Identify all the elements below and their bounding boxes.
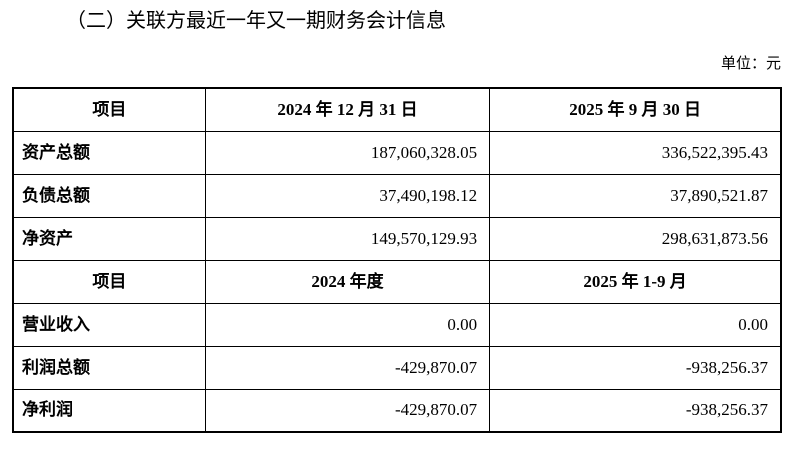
row-label: 负债总额 [12, 173, 206, 218]
value-cell: 0.00 [489, 302, 782, 347]
value-cell: -429,870.07 [204, 388, 491, 433]
row-label: 资产总额 [12, 130, 206, 175]
header-cell: 项目 [12, 259, 206, 304]
row-label: 营业收入 [12, 302, 206, 347]
value-cell: 37,890,521.87 [489, 173, 782, 218]
header-cell: 2024 年 12 月 31 日 [204, 87, 491, 132]
section-title: （二）关联方最近一年又一期财务会计信息 [66, 10, 446, 32]
header-cell: 项目 [12, 87, 206, 132]
table-row: 资产总额 187,060,328.05 336,522,395.43 [12, 130, 782, 175]
value-cell: 149,570,129.93 [204, 216, 491, 261]
table-row: 营业收入 0.00 0.00 [12, 302, 782, 347]
value-cell: 336,522,395.43 [489, 130, 782, 175]
table-row: 利润总额 -429,870.07 -938,256.37 [12, 345, 782, 390]
header-cell: 2025 年 1-9 月 [489, 259, 782, 304]
value-cell: -429,870.07 [204, 345, 491, 390]
row-label: 净利润 [12, 388, 206, 433]
row-label: 净资产 [12, 216, 206, 261]
table-row: 负债总额 37,490,198.12 37,890,521.87 [12, 173, 782, 218]
financial-table: 项目 2024 年 12 月 31 日 2025 年 9 月 30 日 资产总额… [12, 87, 782, 433]
value-cell: 0.00 [204, 302, 491, 347]
header-cell: 2025 年 9 月 30 日 [489, 87, 782, 132]
table-header-row: 项目 2024 年度 2025 年 1-9 月 [12, 259, 782, 304]
table-row: 净资产 149,570,129.93 298,631,873.56 [12, 216, 782, 261]
unit-label: 单位：元 [720, 56, 781, 72]
value-cell: 37,490,198.12 [204, 173, 491, 218]
header-cell: 2024 年度 [204, 259, 491, 304]
row-label: 利润总额 [12, 345, 206, 390]
value-cell: -938,256.37 [489, 388, 782, 433]
value-cell: 298,631,873.56 [489, 216, 782, 261]
value-cell: -938,256.37 [489, 345, 782, 390]
table-header-row: 项目 2024 年 12 月 31 日 2025 年 9 月 30 日 [12, 87, 782, 132]
table-row: 净利润 -429,870.07 -938,256.37 [12, 388, 782, 433]
value-cell: 187,060,328.05 [204, 130, 491, 175]
